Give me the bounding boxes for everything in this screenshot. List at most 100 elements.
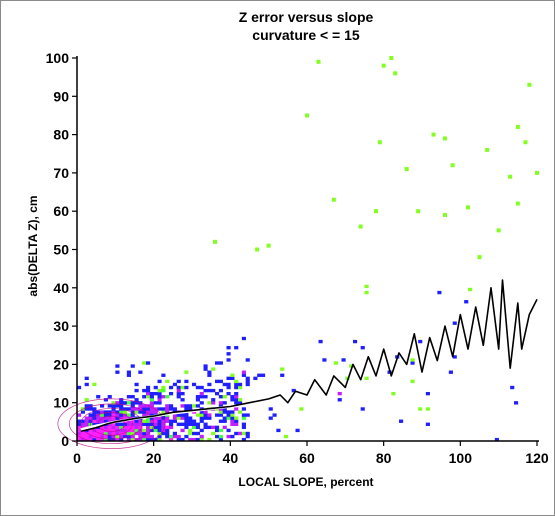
density-cell [276, 428, 281, 433]
density-cell [165, 416, 170, 420]
density-cell [207, 416, 212, 420]
density-cell [230, 410, 235, 414]
density-cell [218, 428, 223, 433]
density-cell [149, 437, 154, 442]
density-cell [107, 422, 112, 426]
density-cell [195, 385, 200, 390]
density-cell [199, 413, 204, 417]
density-cell [268, 407, 273, 411]
outlier-points [213, 56, 539, 260]
density-cell [322, 358, 327, 362]
density-cell [134, 410, 139, 414]
density-cell [195, 431, 200, 436]
density-cell [207, 382, 212, 387]
outlier-point [515, 201, 520, 206]
density-cell [130, 425, 135, 430]
density-cell [119, 434, 124, 439]
density-cell [80, 434, 85, 439]
density-cell [226, 376, 231, 381]
density-cell [176, 379, 181, 384]
density-cell [364, 284, 369, 289]
density-cell [115, 370, 120, 374]
density-cell [199, 410, 204, 414]
density-cell [146, 419, 151, 423]
density-cell [215, 361, 220, 365]
density-cell [425, 407, 430, 411]
density-cell [149, 410, 154, 414]
density-contour [57, 398, 166, 450]
density-cell [96, 419, 101, 423]
x-tick-label: 100 [449, 450, 473, 466]
y-tick-label: 40 [53, 280, 69, 296]
density-cell [157, 401, 162, 405]
density-cell [130, 404, 135, 408]
outlier-point [515, 124, 520, 129]
density-cell [107, 395, 112, 399]
density-cell [146, 428, 151, 433]
density-cell [172, 434, 177, 439]
density-cell [211, 367, 216, 371]
trend-lines [80, 279, 538, 433]
density-cell [207, 373, 212, 377]
density-cell [238, 431, 243, 436]
density-cell [149, 398, 154, 402]
density-cell [448, 370, 453, 374]
y-tick-label: 50 [53, 242, 69, 258]
outlier-point [316, 59, 321, 64]
density-cell [241, 437, 246, 442]
density-cell [88, 431, 93, 436]
density-cell [218, 395, 223, 399]
density-cell [199, 416, 204, 420]
density-cell [360, 407, 365, 411]
density-cell [203, 416, 208, 420]
density-cell [176, 437, 181, 442]
density-cell [119, 401, 124, 405]
density-cell [222, 419, 227, 423]
density-cell [180, 413, 185, 417]
density-cell [161, 395, 166, 399]
outlier-point [527, 82, 532, 87]
density-cell [157, 434, 162, 439]
density-cell [88, 434, 93, 439]
density-cell [241, 336, 246, 341]
density-cell [157, 379, 162, 384]
density-cell [107, 431, 112, 436]
density-cell [238, 385, 243, 390]
density-cell [410, 379, 415, 384]
density-cell [241, 370, 246, 374]
density-cell [215, 413, 220, 417]
density-cell [123, 410, 128, 414]
density-cell [195, 437, 200, 442]
density-cell [107, 437, 112, 442]
mean-error-line [80, 279, 538, 433]
density-cell [84, 419, 89, 423]
density-cell [146, 385, 151, 390]
density-cell [218, 361, 223, 365]
density-cell [142, 407, 147, 411]
density-cell [92, 419, 97, 423]
density-cell [146, 410, 151, 414]
density-cell [199, 419, 204, 423]
density-cell [234, 419, 239, 423]
density-cell [92, 431, 97, 436]
density-cell [203, 364, 208, 368]
density-cell [103, 431, 108, 436]
density-cell [161, 410, 166, 414]
density-cell [80, 419, 85, 423]
density-cell [188, 404, 193, 408]
density-cell [103, 398, 108, 402]
density-cell [149, 404, 154, 408]
density-cell [146, 361, 151, 365]
chart-title: Z error versus slope [239, 9, 374, 25]
density-cell [169, 434, 174, 439]
density-cell [195, 425, 200, 430]
density-cell [230, 373, 235, 377]
density-cell [130, 434, 135, 439]
density-cell [126, 422, 131, 426]
density-cell [230, 395, 235, 399]
density-cell [130, 431, 135, 436]
density-cell [230, 419, 235, 423]
density-cell [234, 346, 239, 350]
outlier-point [496, 228, 501, 233]
density-cell [176, 395, 181, 399]
